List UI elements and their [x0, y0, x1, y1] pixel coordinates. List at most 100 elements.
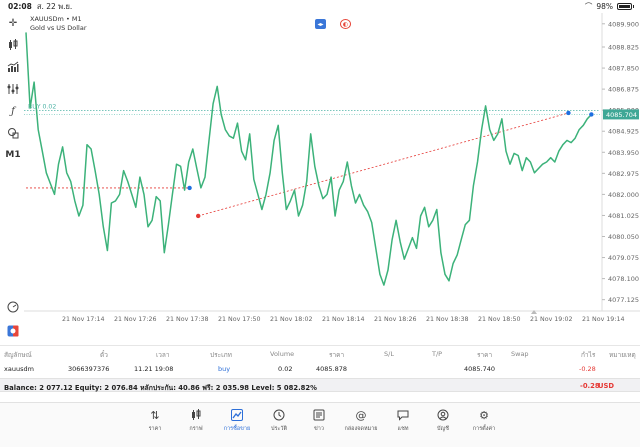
cell-current-price: 4085.740 — [464, 365, 496, 373]
tab-settings[interactable]: ⚙ การตั้งค่า — [467, 409, 501, 433]
x-tick-label: 21 Nov 17:50 — [218, 316, 260, 323]
x-tick-label: 21 Nov 18:50 — [478, 316, 520, 323]
battery-percent: 98% — [596, 2, 613, 11]
tab-history[interactable]: ประวัติ — [262, 409, 296, 433]
col-type: ประเภท — [210, 351, 232, 359]
x-tick-label: 21 Nov 17:38 — [166, 316, 208, 323]
trade-marker — [589, 112, 594, 117]
symbol-timeframe-label: XAUUSDm • M1 — [30, 15, 82, 23]
status-time: 02:08 — [8, 2, 32, 11]
tab-chat-label: แชท — [397, 426, 409, 432]
cell-ticket: 3066397376 — [68, 365, 110, 373]
one-click-trading-icon[interactable] — [4, 323, 22, 339]
tab-chart[interactable]: กราฟ — [179, 409, 213, 433]
x-tick-label: 21 Nov 19:14 — [582, 316, 624, 323]
y-tick-label: 4081.025 — [608, 212, 639, 220]
x-tick-label: 21 Nov 17:26 — [114, 316, 156, 323]
price-chart[interactable]: 4089.9004088.8254087.8504086.8754085.900… — [24, 13, 640, 343]
y-tick-label: 4082.000 — [608, 191, 639, 199]
cell-time: 11.21 19:08 — [134, 365, 174, 373]
tab-chart-label: กราฟ — [189, 426, 203, 432]
tab-mailbox-label: กล่องจดหมาย — [344, 426, 378, 432]
col-time: เวลา — [156, 351, 170, 359]
symbol-description: Gold vs US Dollar — [30, 24, 87, 32]
current-price-label: 4085.704 — [606, 111, 637, 119]
news-icon — [313, 409, 325, 423]
y-tick-label: 4084.925 — [608, 128, 639, 136]
position-row[interactable]: xauusdm 3066397376 11.21 19:08 buy 0.02 … — [0, 362, 640, 376]
chart-icon — [190, 409, 202, 423]
y-tick-label: 4088.825 — [608, 44, 639, 52]
y-tick-label: 4080.050 — [608, 233, 639, 241]
candlestick-icon[interactable] — [4, 37, 22, 53]
account-icon — [437, 409, 449, 423]
cell-volume: 0.02 — [278, 365, 293, 373]
y-tick-label: 4079.075 — [608, 254, 639, 262]
chat-icon — [397, 409, 409, 423]
quick-sell-button[interactable]: ◂▸ — [315, 19, 326, 29]
col-sl: S/L — [384, 350, 394, 358]
crosshair-icon[interactable]: ✛ — [8, 17, 18, 29]
tab-trade-label: การซื้อขาย — [223, 426, 251, 432]
col-current-price: ราคา — [477, 351, 493, 359]
col-ticket: ตั๋ว — [100, 351, 108, 359]
mailbox-icon: @ — [355, 409, 367, 422]
col-price: ราคา — [329, 351, 345, 359]
col-symbol: สัญลักษณ์ — [4, 351, 32, 359]
y-tick-label: 4082.975 — [608, 170, 639, 178]
y-tick-label: 4086.875 — [608, 86, 639, 94]
x-tick-label: 21 Nov 18:26 — [374, 316, 416, 323]
cell-symbol: xauusdm — [4, 365, 34, 373]
y-tick-label: 4089.900 — [608, 20, 639, 28]
price-series-line — [25, 32, 592, 286]
trade-icon — [231, 409, 243, 423]
chart-symbol-header: XAUUSDm • M1 Gold vs US Dollar — [30, 15, 87, 33]
x-tick-label: 21 Nov 18:02 — [270, 316, 312, 323]
y-tick-label: 4087.850 — [608, 65, 639, 73]
x-tick-label: 21 Nov 18:14 — [322, 316, 364, 323]
y-tick-label: 4083.950 — [608, 149, 639, 157]
objects-icon[interactable] — [4, 81, 22, 97]
tab-quotes[interactable]: ⇅ ราคา — [138, 409, 172, 433]
chart-canvas[interactable]: 4089.9004088.8254087.8504086.8754085.900… — [24, 13, 640, 343]
cell-profit: -0.28 — [579, 365, 596, 373]
tab-news[interactable]: ข่าว — [302, 409, 336, 433]
tab-account[interactable]: บัญชี — [426, 409, 460, 433]
total-profit: -0.28 — [580, 382, 600, 390]
tab-trade[interactable]: การซื้อขาย — [220, 409, 254, 433]
trade-marker — [187, 185, 192, 191]
history-icon — [273, 409, 285, 423]
chart-toolbar: ✛ ƒ M1 — [0, 15, 24, 345]
status-date: ส. 22 พ.ย. — [36, 1, 73, 11]
tab-chat[interactable]: แชท — [386, 409, 420, 433]
cell-type: buy — [218, 365, 231, 373]
settings-icon: ⚙ — [479, 409, 489, 422]
col-profit: กำไร — [581, 351, 596, 359]
tab-quotes-label: ราคา — [148, 426, 162, 432]
col-swap: Swap — [511, 350, 529, 358]
function-icon[interactable]: ƒ — [11, 105, 15, 117]
y-tick-label: 4077.125 — [608, 296, 639, 304]
gauge-icon[interactable] — [4, 299, 22, 315]
timeframe-button[interactable]: M1 — [5, 150, 21, 160]
col-volume: Volume — [270, 350, 295, 358]
y-tick-label: 4078.100 — [608, 275, 639, 283]
col-tp: T/P — [432, 350, 443, 358]
scroll-marker-icon — [530, 310, 537, 314]
quick-buy-button[interactable]: ◐ — [340, 19, 351, 29]
indicators-icon[interactable] — [4, 59, 22, 75]
battery-icon — [617, 3, 634, 10]
order-line-label: BUY 0.02 — [28, 104, 56, 111]
current-price-tag — [603, 109, 639, 120]
trade-marker — [566, 110, 571, 116]
profit-currency: USD — [598, 382, 615, 390]
x-tick-label: 21 Nov 19:02 — [530, 316, 572, 323]
x-tick-label: 21 Nov 17:14 — [62, 316, 104, 323]
tab-mailbox[interactable]: @ กล่องจดหมาย — [344, 409, 378, 433]
balance-summary: Balance: 2 077.12 Equity: 2 076.84 หลักป… — [4, 384, 317, 392]
bottom-tab-bar: ⇅ ราคา กราฟ การซื้อขาย ประวัติ ข่าว @ กล… — [0, 402, 640, 447]
shapes-icon[interactable] — [4, 125, 22, 141]
x-tick-label: 21 Nov 18:38 — [426, 316, 468, 323]
quotes-icon: ⇅ — [150, 409, 160, 422]
wifi-icon: ⌒ — [584, 2, 593, 11]
